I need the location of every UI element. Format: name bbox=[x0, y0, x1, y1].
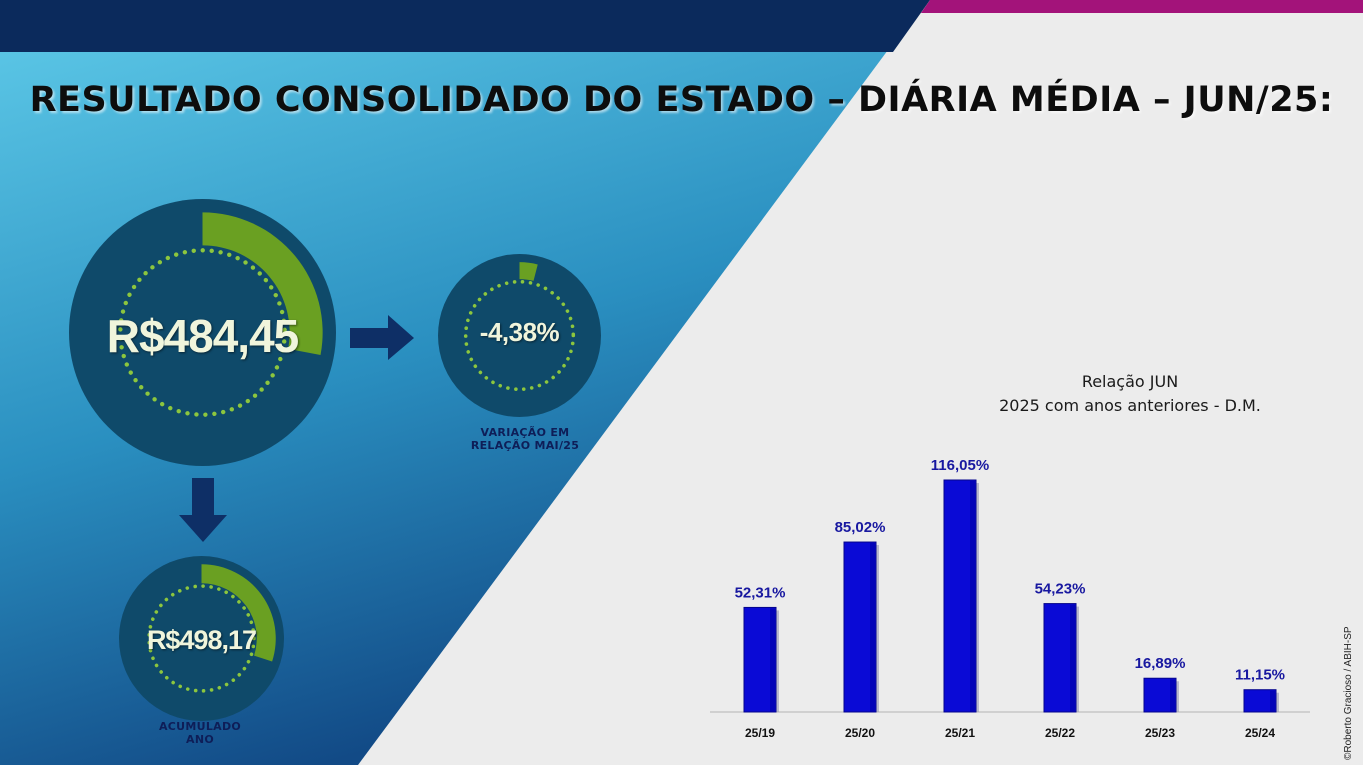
photo-credit: ©Roberto Gracioso / ABIH-SP bbox=[1343, 626, 1354, 760]
variation-ring bbox=[438, 254, 601, 417]
page-title: RESULTADO CONSOLIDADO DO ESTADO – DIÁRIA… bbox=[29, 80, 1334, 120]
gauge-disc bbox=[438, 254, 601, 417]
accumulated-ring bbox=[119, 556, 284, 721]
variation-caption: VARIAÇÃO EM RELAÇÃO MAI/25 bbox=[455, 426, 595, 452]
daily-average-value: R$484,45 bbox=[106, 310, 300, 362]
down-arrow-icon bbox=[179, 478, 227, 542]
gauge-dotted-track bbox=[463, 279, 576, 392]
accumulated-value: R$498,17 bbox=[146, 625, 257, 655]
variation-caption-line1: VARIAÇÃO EM bbox=[480, 426, 570, 439]
gauge-progress-arc bbox=[201, 564, 276, 662]
accumulated-caption-line2: ANO bbox=[186, 733, 214, 746]
bar-bevel bbox=[1070, 604, 1075, 712]
chart-title: Relação JUN 2025 com anos anteriores - D… bbox=[960, 370, 1300, 418]
bar-group: 11,15% 25/24 bbox=[1235, 667, 1285, 740]
bar-bevel bbox=[970, 481, 975, 712]
bar-value-label: 85,02% bbox=[835, 519, 886, 536]
bar-group: 52,31% 25/19 bbox=[735, 584, 786, 740]
gauge-dotted-track bbox=[147, 584, 256, 693]
bar-value-label: 54,23% bbox=[1035, 581, 1086, 598]
x-tick-label: 25/20 bbox=[845, 726, 875, 740]
daily-average-gauge: R$484,45 bbox=[69, 199, 336, 466]
bar-bevel bbox=[870, 543, 875, 712]
accumulated-caption: ACUMULADO ANO bbox=[130, 720, 270, 746]
chart-title-line1: Relação JUN bbox=[1081, 372, 1179, 391]
right-arrow-icon bbox=[350, 315, 414, 360]
bar-group: 116,05% 25/21 bbox=[931, 457, 989, 740]
bar-group: 16,89% 25/23 bbox=[1135, 655, 1186, 740]
bar-value-label: 16,89% bbox=[1135, 655, 1186, 672]
bar bbox=[1243, 689, 1277, 713]
bar-bevel bbox=[770, 608, 775, 712]
variation-gauge: -4,38% bbox=[438, 254, 601, 417]
gauge-dotted-track bbox=[118, 248, 287, 417]
bar-group: 54,23% 25/22 bbox=[1035, 581, 1086, 740]
x-tick-label: 25/21 bbox=[945, 726, 975, 740]
chart-title-line2: 2025 com anos anteriores - D.M. bbox=[999, 396, 1261, 415]
x-tick-label: 25/19 bbox=[745, 726, 775, 740]
bar-value-label: 11,15% bbox=[1235, 667, 1285, 684]
navy-top-bar bbox=[0, 0, 930, 52]
bar-chart: 52,31% 25/19 85,02% 25/20 116,05% 25/21 54,23%… bbox=[710, 457, 1310, 740]
accumulated-gauge: R$498,17 bbox=[119, 556, 284, 721]
x-tick-label: 25/22 bbox=[1045, 726, 1075, 740]
bar-bevel bbox=[1270, 690, 1275, 712]
accumulated-caption-line1: ACUMULADO bbox=[158, 720, 242, 733]
daily-average-ring bbox=[69, 199, 336, 466]
bar-value-label: 52,31% bbox=[735, 584, 786, 601]
x-tick-label: 25/23 bbox=[1145, 726, 1175, 740]
bar-value-label: 116,05% bbox=[931, 457, 989, 474]
magenta-top-bar bbox=[921, 0, 1363, 13]
variation-caption-line2: RELAÇÃO MAI/25 bbox=[470, 439, 580, 452]
gauge-progress-arc bbox=[519, 262, 538, 281]
gauge-progress-arc bbox=[202, 212, 323, 356]
bar-bevel bbox=[1170, 679, 1175, 712]
variation-value: -4,38% bbox=[479, 317, 560, 347]
bar-group: 85,02% 25/20 bbox=[835, 519, 886, 740]
x-tick-label: 25/24 bbox=[1245, 726, 1275, 740]
